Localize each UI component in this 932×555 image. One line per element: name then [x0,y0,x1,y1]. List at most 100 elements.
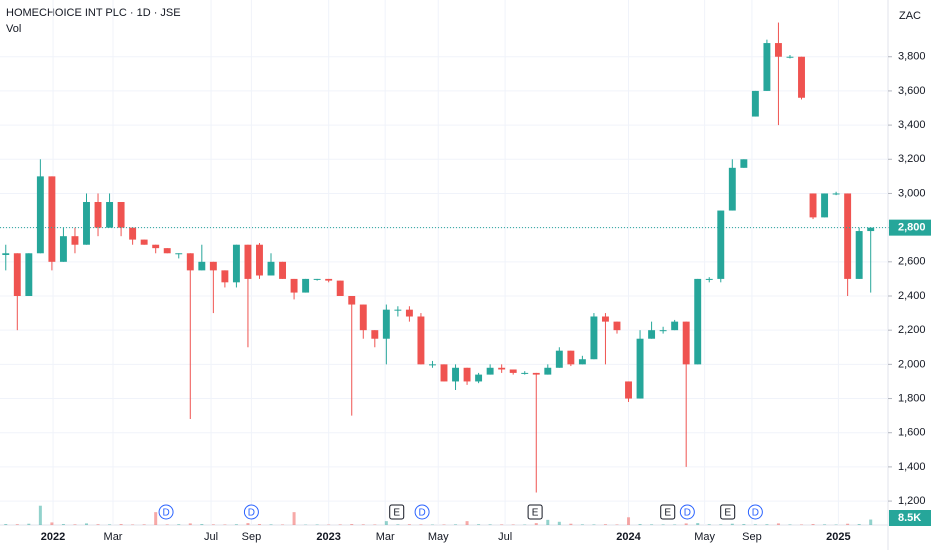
event-marker[interactable]: D [748,505,762,519]
candle-body [233,245,240,283]
event-label: E [664,508,671,519]
candle-body [498,368,505,370]
candle-body [694,279,701,364]
candle-body [660,330,667,331]
volume-bar [258,524,261,525]
candle-body [348,296,355,305]
candle-body [867,228,874,231]
volume-bar [823,524,826,525]
candle-body [602,317,609,322]
candle-body [187,253,194,270]
volume-bar [339,524,342,525]
candle-body [625,381,632,398]
y-tick-label: 1,400 [898,461,926,473]
candle-body [717,211,724,279]
y-tick-label: 2,200 [898,324,926,336]
y-tick-label: 1,200 [898,495,926,507]
event-marker[interactable]: D [415,505,429,519]
candle-body [14,253,21,296]
volume-bar [696,523,699,525]
event-marker[interactable]: E [661,505,675,519]
candle-body [821,193,828,217]
candle-body [763,43,770,91]
event-marker[interactable]: D [159,505,173,519]
candle-body [567,351,574,365]
volume-bar [154,512,157,525]
event-marker[interactable]: D [680,505,694,519]
volume-bar [812,524,815,525]
candle-body [833,193,840,194]
candle-body [37,176,44,253]
currency-label[interactable]: ZAC [899,10,921,22]
event-marker[interactable]: E [528,505,542,519]
x-tick-label: May [694,531,715,543]
candle-body [2,253,9,255]
last-price-label: 2,800 [898,222,926,234]
y-tick-label: 2,000 [898,358,926,370]
event-marker[interactable]: D [244,505,258,519]
event-label: E [393,508,400,519]
volume-bar [419,524,422,525]
candle-body [106,202,113,228]
volume-bar [615,524,618,525]
candle-body [141,240,148,245]
volume-bar [546,520,549,525]
volume-bar [212,524,215,525]
candle-body [417,317,424,365]
volume-bar [489,524,492,525]
candle-body [579,359,586,364]
candle-body [48,176,55,261]
candle-body [291,279,298,293]
candle-body [729,168,736,211]
volume-legend: Vol [6,23,21,35]
y-tick-label: 3,400 [898,119,926,131]
x-tick-label: Sep [242,531,262,543]
x-tick-label: Mar [376,531,395,543]
event-marker[interactable]: E [721,505,735,519]
event-label: E [724,508,731,519]
candle-body [752,91,759,117]
volume-bar [316,524,319,525]
volume-bar [754,524,757,525]
x-tick-label: 2023 [316,531,340,543]
x-tick-label: 2024 [616,531,641,543]
volume-bar [27,524,30,525]
candle-body [614,322,621,331]
volume-bar [350,524,353,525]
candle-body [429,364,436,365]
volume-bar [177,524,180,525]
candle-body [683,322,690,365]
candle-body [25,253,32,296]
event-marker[interactable]: E [390,505,404,519]
event-label: E [532,508,539,519]
volume-bar [650,524,653,525]
candle-body [221,270,228,282]
y-tick-label: 3,800 [898,51,926,63]
volume-bar [454,524,457,525]
candle-body [775,43,782,57]
candle-body [441,364,448,381]
volume-bar [788,524,791,525]
candle-body [544,368,551,375]
candle-body [164,248,171,253]
candle-body [648,330,655,339]
x-tick-label: Sep [742,531,762,543]
candle-body [383,310,390,339]
x-tick-label: Mar [104,531,123,543]
volume-bar [731,524,734,525]
candle-body [394,310,401,311]
candle-body [360,305,367,331]
volume-bar [569,524,572,525]
volume-bar [512,524,515,525]
volume-bar [708,524,711,525]
candle-body [198,262,205,271]
candle-body [314,279,321,280]
candle-body [510,369,517,372]
volume-bar [581,524,584,525]
volume-bar [131,524,134,525]
volume-bar [39,506,42,525]
volume-bar [108,524,111,525]
y-tick-label: 1,800 [898,392,926,404]
candle-body [590,317,597,360]
